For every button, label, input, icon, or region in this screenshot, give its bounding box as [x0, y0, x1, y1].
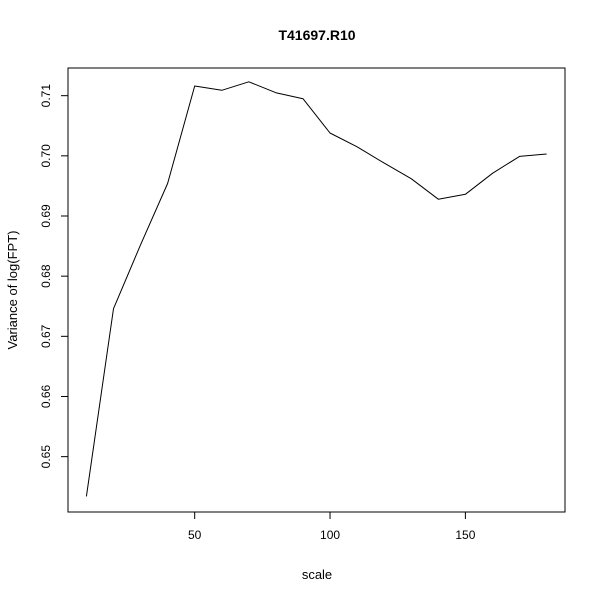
x-axis-label: scale	[302, 567, 332, 582]
plot-frame	[67, 67, 566, 513]
x-axis: 50 100 150	[188, 511, 476, 542]
y-tick-label: 0.70	[39, 144, 53, 168]
series-line	[85, 81, 547, 497]
y-axis: 0.65 0.66 0.67 0.68 0.69 0.70 0.71	[39, 84, 69, 469]
x-tick-label: 50	[188, 528, 202, 542]
chart-title: T41697.R10	[278, 27, 355, 43]
series-layer	[85, 81, 547, 497]
y-tick-label: 0.65	[39, 445, 53, 469]
y-tick-label: 0.69	[39, 204, 53, 228]
y-tick-label: 0.71	[39, 84, 53, 108]
y-tick-label: 0.67	[39, 324, 53, 348]
y-tick-label: 0.66	[39, 384, 53, 408]
y-axis-label: Variance of log(FPT)	[5, 231, 20, 350]
y-tick-label: 0.68	[39, 264, 53, 288]
x-tick-label: 150	[455, 528, 475, 542]
x-tick-label: 100	[320, 528, 340, 542]
